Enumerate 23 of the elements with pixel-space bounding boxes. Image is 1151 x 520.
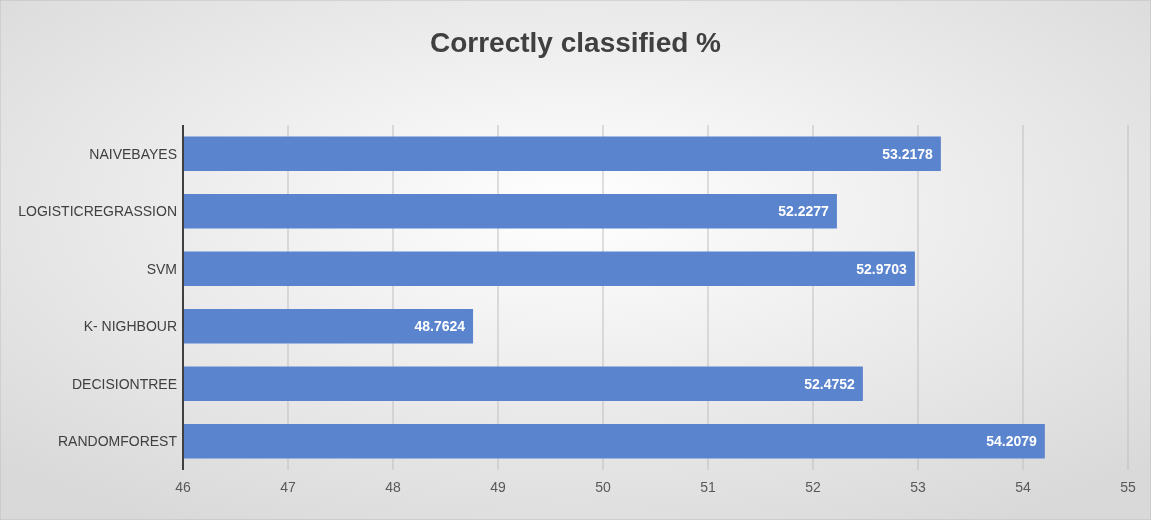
chart-title: Correctly classified % (429, 27, 722, 58)
x-tick-label: 51 (700, 479, 716, 495)
x-tick-label: 47 (280, 479, 296, 495)
data-label: 53.2178 (882, 145, 934, 162)
x-tick-label: 49 (490, 479, 506, 495)
x-tick-label: 53 (910, 479, 926, 495)
y-tick-label: LOGISTICREGRASSION (18, 203, 177, 220)
data-label: 52.2277 (778, 203, 830, 220)
x-tick-label: 54 (1015, 479, 1031, 495)
y-tick-label: NAIVEBAYES (89, 145, 177, 162)
data-label: 48.7624 (414, 318, 466, 335)
data-label: 52.4752 (804, 375, 856, 392)
y-tick-label: DECISIONTREE (71, 375, 177, 392)
data-label: 54.2079 (986, 433, 1038, 450)
y-tick-label: RANDOMFOREST (58, 433, 178, 450)
x-tick-label: 55 (1120, 479, 1136, 495)
data-label: 52.9703 (856, 260, 908, 277)
x-tick-label: 46 (175, 479, 191, 495)
y-tick-label: SVM (146, 260, 177, 277)
y-tick-label: K- NIGHBOUR (83, 318, 177, 335)
x-tick-label: 52 (805, 479, 821, 495)
x-tick-label: 50 (595, 479, 611, 495)
x-tick-label: 48 (385, 479, 401, 495)
